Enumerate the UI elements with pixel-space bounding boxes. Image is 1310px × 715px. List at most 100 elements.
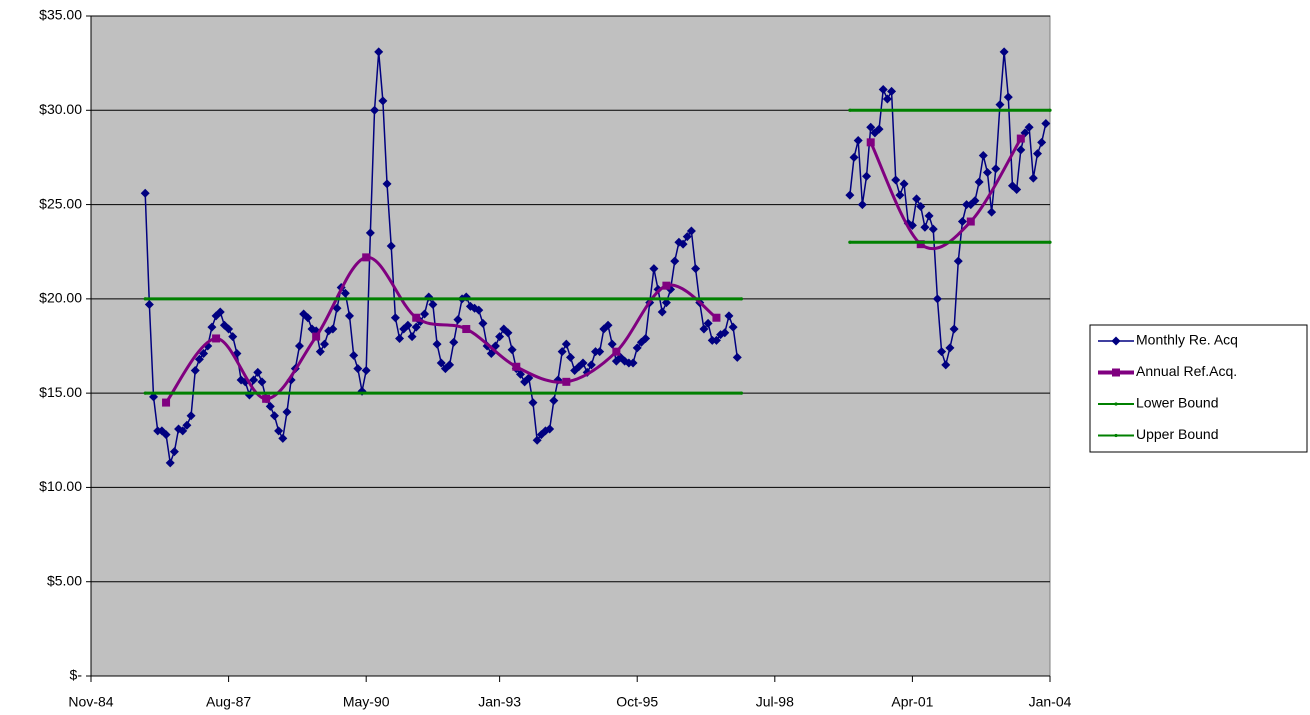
marker	[891, 175, 901, 185]
marker	[407, 332, 417, 342]
marker	[253, 367, 263, 377]
marker	[912, 194, 922, 204]
marker	[353, 364, 363, 374]
marker	[349, 350, 359, 360]
marker	[361, 366, 371, 376]
x-tick-label: Apr-01	[891, 694, 933, 710]
legend-label: Lower Bound	[1136, 395, 1219, 411]
marker	[632, 343, 642, 353]
marker	[862, 171, 872, 181]
marker	[269, 411, 279, 421]
marker	[262, 394, 271, 403]
marker	[878, 85, 888, 95]
marker	[1020, 128, 1030, 138]
marker	[924, 211, 934, 221]
marker	[186, 411, 196, 421]
marker	[169, 447, 179, 457]
marker	[432, 339, 442, 349]
y-tick-label: $5.00	[47, 572, 82, 588]
marker	[365, 228, 375, 238]
marker	[274, 426, 284, 436]
marker	[724, 311, 734, 321]
marker	[1112, 368, 1120, 377]
marker	[1041, 118, 1051, 128]
marker	[1028, 173, 1038, 183]
marker	[974, 177, 984, 187]
series-line	[145, 240, 1050, 395]
marker	[161, 430, 171, 440]
marker	[265, 401, 275, 411]
marker	[428, 300, 438, 310]
marker	[294, 341, 304, 351]
marker	[874, 124, 884, 134]
marker	[370, 105, 380, 115]
marker	[1012, 184, 1022, 194]
marker	[178, 426, 188, 436]
marker	[207, 322, 217, 332]
marker	[257, 377, 267, 387]
marker	[849, 152, 859, 162]
marker	[561, 339, 571, 349]
marker	[728, 322, 738, 332]
marker	[312, 332, 321, 341]
marker	[953, 256, 963, 266]
marker	[978, 151, 988, 161]
marker	[474, 305, 484, 315]
marker	[657, 307, 667, 317]
marker	[703, 318, 713, 328]
marker	[144, 300, 154, 310]
marker	[215, 307, 225, 317]
marker	[378, 96, 388, 106]
marker	[661, 298, 671, 308]
marker	[528, 398, 538, 408]
marker	[390, 313, 400, 323]
marker	[691, 264, 701, 274]
marker	[720, 328, 730, 338]
marker	[586, 360, 596, 370]
marker	[315, 347, 325, 357]
marker	[987, 207, 997, 217]
marker	[143, 297, 147, 301]
marker	[386, 241, 396, 251]
marker	[345, 311, 355, 321]
marker	[866, 122, 876, 132]
marker	[374, 47, 384, 57]
marker	[149, 392, 159, 402]
marker	[140, 188, 150, 198]
marker	[1016, 145, 1026, 155]
marker	[678, 239, 688, 249]
marker	[887, 86, 897, 96]
marker	[712, 313, 721, 322]
marker	[848, 108, 852, 112]
marker	[403, 320, 413, 330]
marker	[362, 253, 371, 262]
marker	[436, 358, 446, 368]
legend-label: Monthly Re. Acq	[1136, 332, 1238, 348]
marker	[641, 333, 651, 343]
marker	[194, 354, 204, 364]
marker	[982, 168, 992, 178]
x-tick-label: Aug-87	[206, 694, 251, 710]
marker	[340, 288, 350, 298]
marker	[882, 94, 892, 104]
legend-label: Annual Ref.Acq.	[1136, 363, 1237, 379]
plot-area	[90, 15, 1051, 677]
marker	[328, 324, 338, 334]
marker	[920, 222, 930, 232]
marker	[686, 226, 696, 236]
marker	[512, 362, 521, 371]
series-line	[145, 108, 1050, 301]
marker	[945, 343, 955, 353]
y-tick-label: $30.00	[39, 101, 82, 117]
marker	[612, 347, 621, 356]
marker	[532, 435, 542, 445]
marker	[578, 358, 588, 368]
marker	[949, 324, 959, 334]
marker	[545, 424, 555, 434]
marker	[853, 135, 863, 145]
x-tick-label: Jul-98	[756, 694, 794, 710]
marker	[549, 396, 559, 406]
marker	[420, 309, 430, 319]
